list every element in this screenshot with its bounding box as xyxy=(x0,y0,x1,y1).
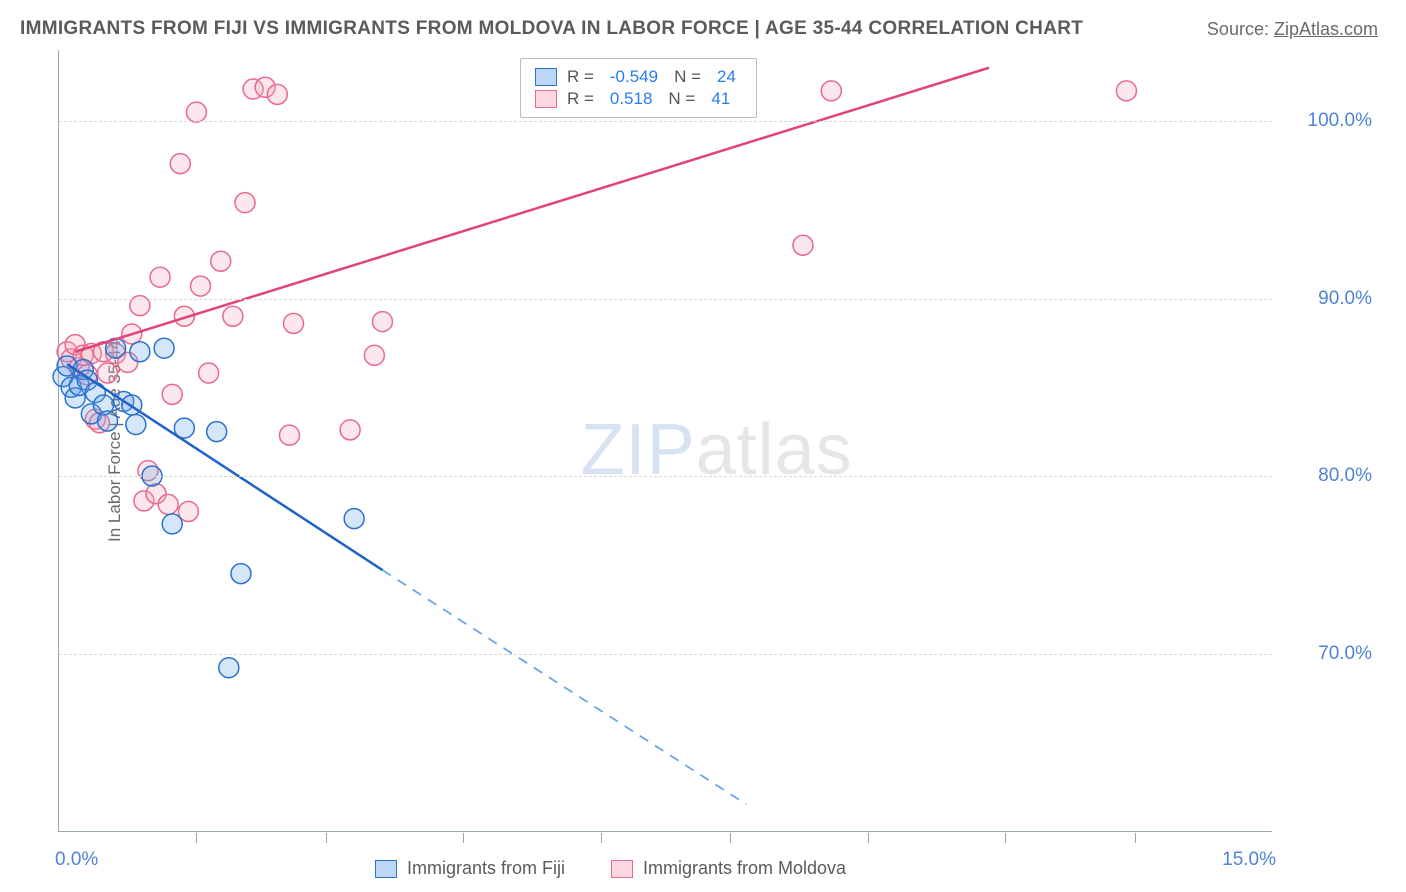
data-point-fiji xyxy=(162,514,182,534)
series-legend: Immigrants from Fiji Immigrants from Mold… xyxy=(59,858,1162,879)
data-point-moldova xyxy=(1116,81,1136,101)
trendline-fiji-extension xyxy=(382,570,746,804)
data-point-moldova xyxy=(235,193,255,213)
x-tick xyxy=(326,833,327,843)
data-point-moldova xyxy=(158,494,178,514)
y-tick-label: 70.0% xyxy=(1318,643,1372,665)
chart-svg xyxy=(59,50,1272,831)
gridline-h xyxy=(59,299,1272,300)
data-point-moldova xyxy=(821,81,841,101)
legend-item: Immigrants from Fiji xyxy=(375,858,565,879)
legend-row: R = -0.549 N = 24 xyxy=(535,67,742,87)
x-tick xyxy=(196,833,197,843)
data-point-fiji xyxy=(130,342,150,362)
legend-r-label: R = xyxy=(567,67,594,87)
data-point-moldova xyxy=(267,84,287,104)
source-link[interactable]: ZipAtlas.com xyxy=(1274,19,1378,39)
data-point-moldova xyxy=(284,313,304,333)
data-point-moldova xyxy=(162,384,182,404)
trendline-fiji xyxy=(67,364,382,570)
x-tick xyxy=(1005,833,1006,843)
data-point-fiji xyxy=(98,411,118,431)
data-point-moldova xyxy=(223,306,243,326)
data-point-fiji xyxy=(219,658,239,678)
plot-area: ZIPatlas R = -0.549 N = 24 R = 0.518 N =… xyxy=(58,50,1272,832)
legend-swatch xyxy=(535,90,557,108)
gridline-h xyxy=(59,121,1272,122)
data-point-fiji xyxy=(207,422,227,442)
legend-n-value: 24 xyxy=(711,67,742,87)
legend-label: Immigrants from Moldova xyxy=(643,858,846,879)
data-point-moldova xyxy=(186,102,206,122)
data-point-moldova xyxy=(364,345,384,365)
legend-r-label: R = xyxy=(567,89,594,109)
legend-n-label: N = xyxy=(674,67,701,87)
legend-r-value: 0.518 xyxy=(604,89,659,109)
gridline-h xyxy=(59,654,1272,655)
y-tick-label: 80.0% xyxy=(1318,465,1372,487)
legend-r-value: -0.549 xyxy=(604,67,664,87)
source-credit: Source: ZipAtlas.com xyxy=(1207,19,1378,40)
y-tick-label: 100.0% xyxy=(1308,110,1372,132)
data-point-moldova xyxy=(199,363,219,383)
legend-swatch xyxy=(611,860,633,878)
chart-container: In Labor Force | Age 35-44 ZIPatlas R = … xyxy=(48,50,1382,832)
data-point-moldova xyxy=(170,154,190,174)
x-tick xyxy=(463,833,464,843)
legend-swatch xyxy=(375,860,397,878)
x-axis-max-label: 15.0% xyxy=(1222,849,1276,871)
y-tick-label: 90.0% xyxy=(1318,288,1372,310)
data-point-fiji xyxy=(154,338,174,358)
x-tick xyxy=(868,833,869,843)
data-point-fiji xyxy=(231,564,251,584)
correlation-legend: R = -0.549 N = 24 R = 0.518 N = 41 xyxy=(520,58,757,118)
data-point-moldova xyxy=(372,312,392,332)
x-tick xyxy=(730,833,731,843)
legend-item: Immigrants from Moldova xyxy=(611,858,846,879)
data-point-moldova xyxy=(793,235,813,255)
x-tick xyxy=(601,833,602,843)
legend-n-label: N = xyxy=(668,89,695,109)
data-point-moldova xyxy=(279,425,299,445)
legend-row: R = 0.518 N = 41 xyxy=(535,89,742,109)
legend-label: Immigrants from Fiji xyxy=(407,858,565,879)
data-point-moldova xyxy=(98,363,118,383)
data-point-moldova xyxy=(150,267,170,287)
page-title: IMMIGRANTS FROM FIJI VS IMMIGRANTS FROM … xyxy=(20,18,1083,40)
gridline-h xyxy=(59,476,1272,477)
legend-swatch xyxy=(535,68,557,86)
data-point-moldova xyxy=(340,420,360,440)
x-tick xyxy=(1135,833,1136,843)
data-point-moldova xyxy=(211,251,231,271)
data-point-fiji xyxy=(126,415,146,435)
legend-n-value: 41 xyxy=(705,89,736,109)
data-point-fiji xyxy=(344,509,364,529)
data-point-moldova xyxy=(191,276,211,296)
